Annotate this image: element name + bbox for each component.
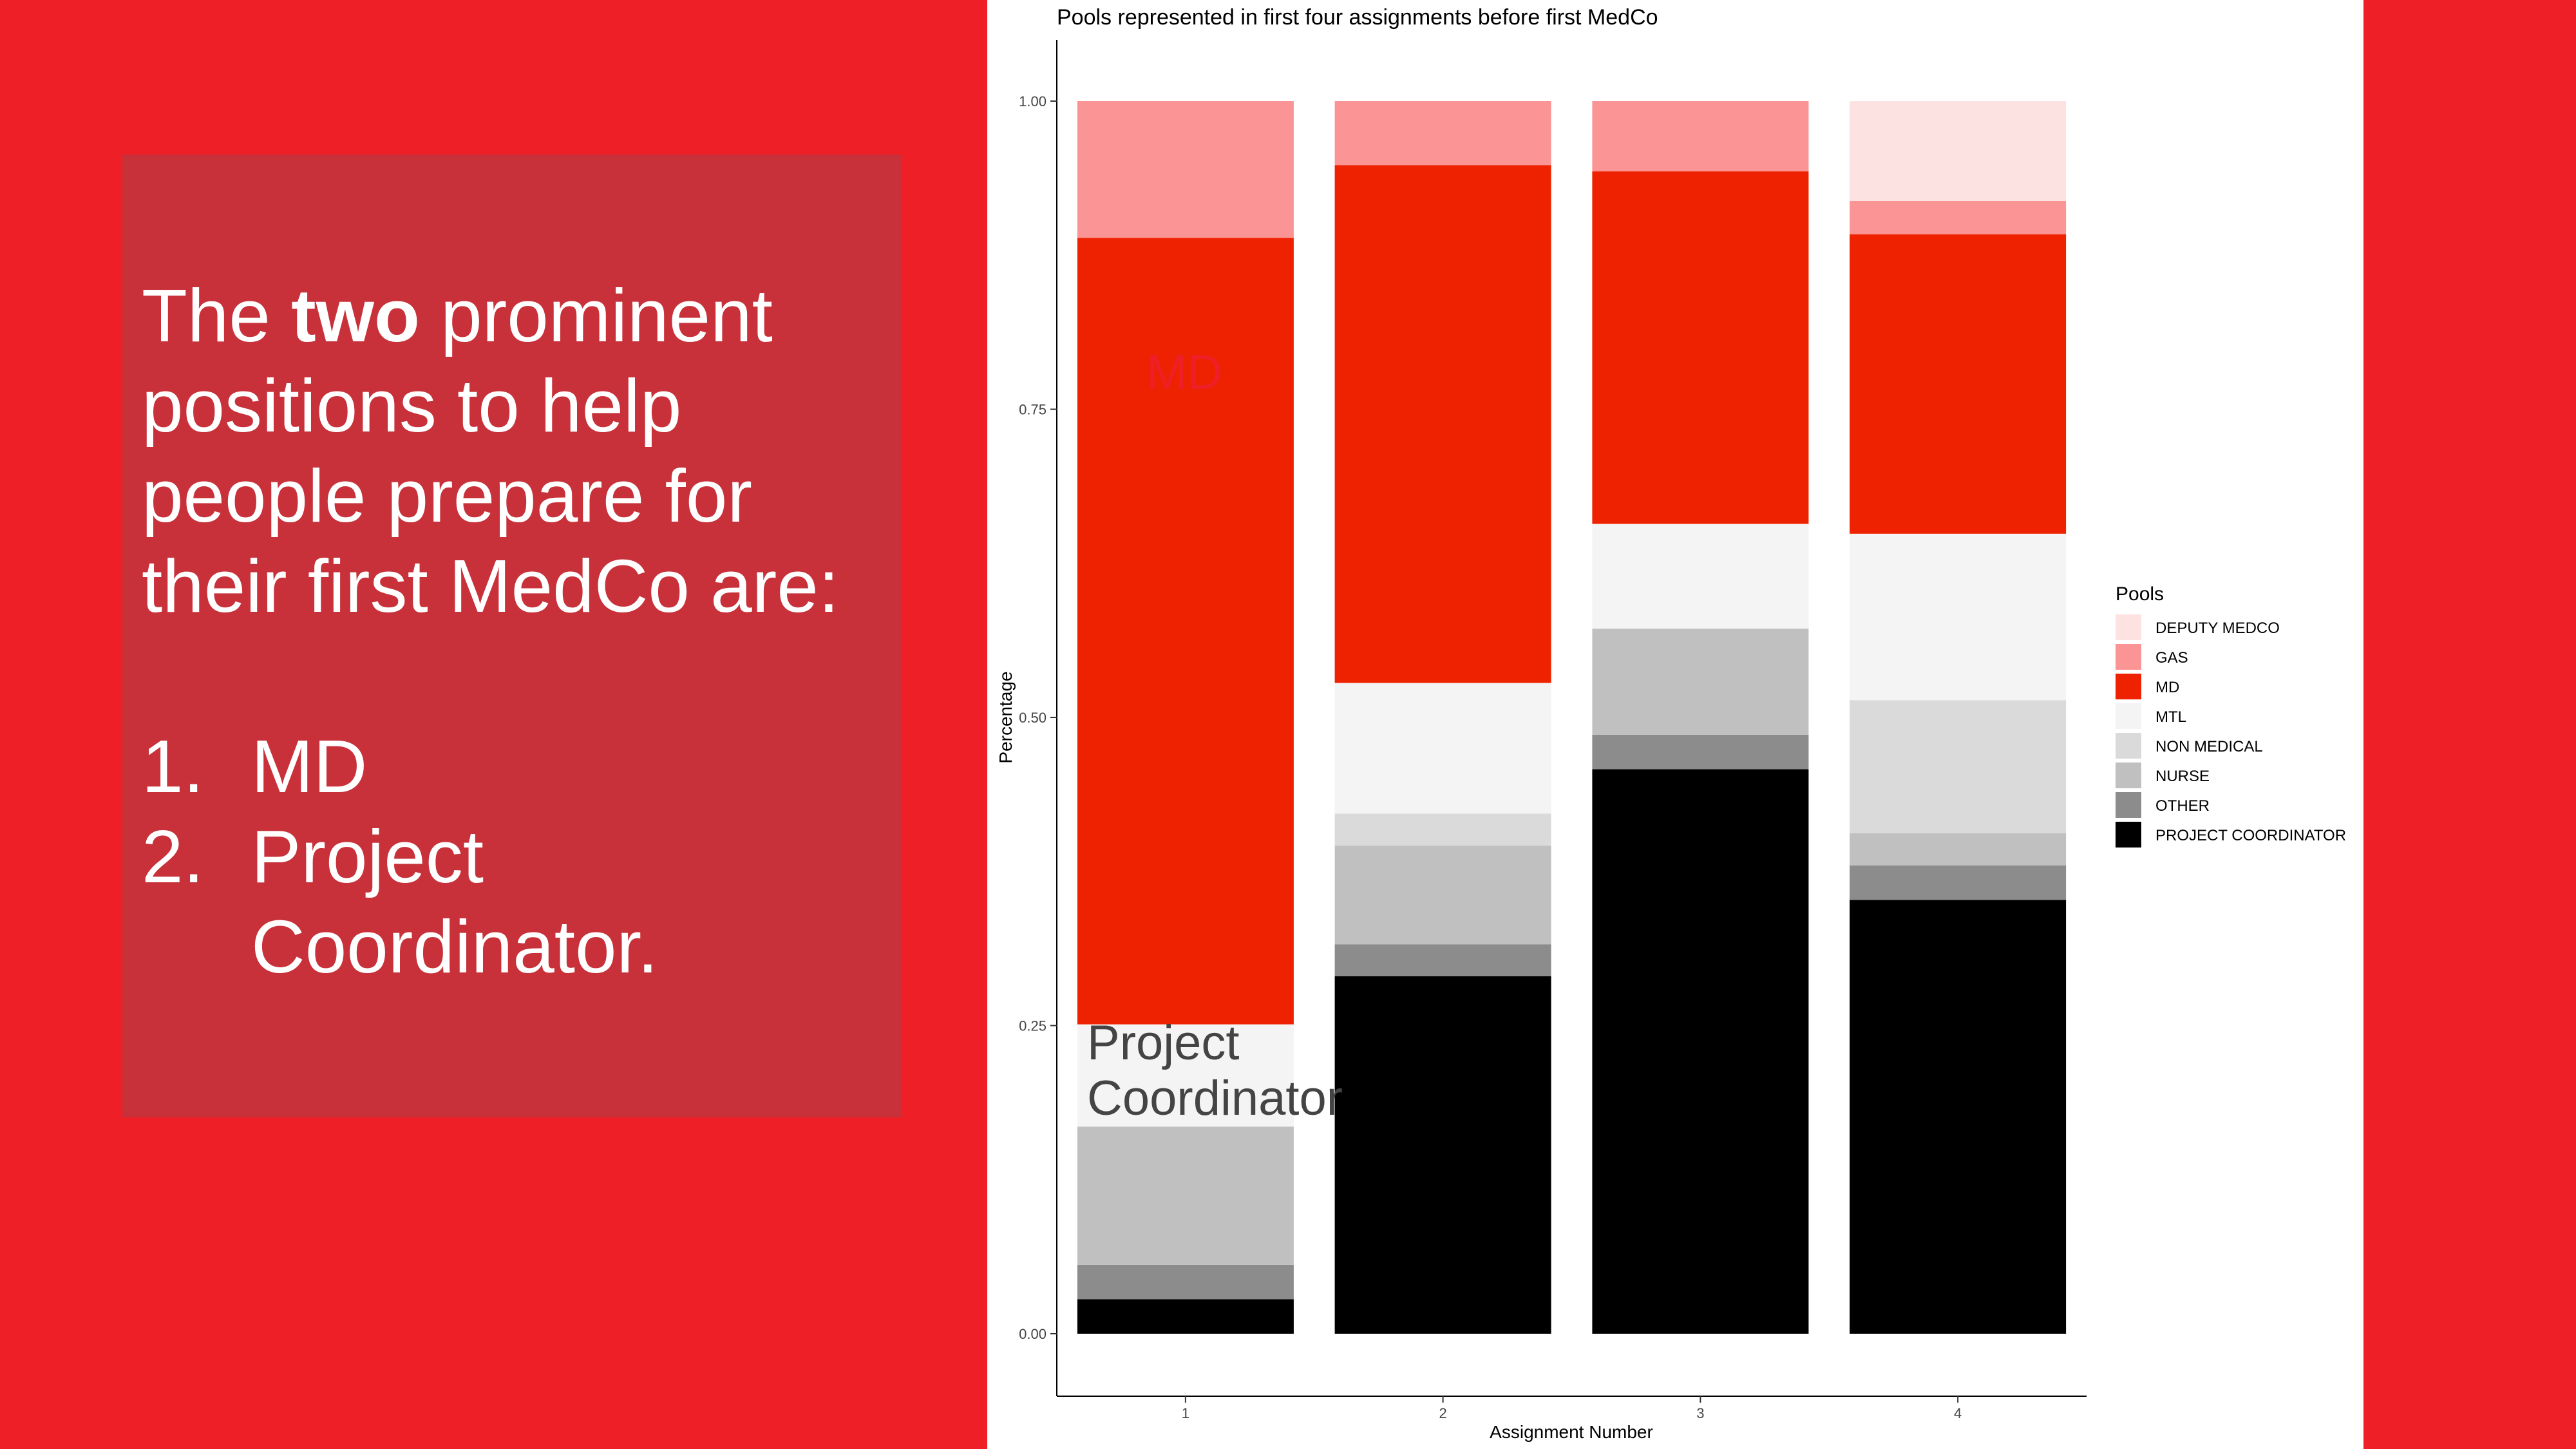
list-item: 1. MD — [142, 721, 895, 811]
legend-label: NURSE — [2155, 768, 2210, 785]
legend-swatch — [2116, 674, 2141, 699]
intro-post: prominent positions to help people prepa… — [142, 274, 840, 628]
list-item-label: Project Coordinator. — [251, 815, 658, 989]
bar-segment-gas — [1077, 101, 1294, 238]
list-item-label: MD — [251, 724, 368, 808]
bar-segment-gas — [1334, 101, 1551, 166]
bar-segment-other — [1334, 944, 1551, 976]
y-tick-label: 0.50 — [1019, 710, 1046, 726]
annotation-md: MD — [1146, 345, 1223, 400]
bar-segment-mtl — [1077, 1024, 1294, 1127]
y-tick-label: 1.00 — [1019, 93, 1046, 109]
bar-segment-other — [1850, 865, 2067, 900]
text-panel: The two prominent positions to help peop… — [122, 155, 902, 1117]
chart-panel: Pools represented in first four assignme… — [987, 0, 2363, 1449]
bar-segment-non-medical — [1334, 813, 1551, 846]
x-tick-label: 2 — [1439, 1405, 1447, 1421]
legend-label: OTHER — [2155, 797, 2210, 815]
bar-segment-md — [1592, 171, 1809, 524]
x-tick-label: 4 — [1954, 1405, 1962, 1421]
y-tick-label: 0.00 — [1019, 1326, 1046, 1342]
bar-segment-nurse — [1077, 1126, 1294, 1265]
y-axis-label: Percentage — [996, 671, 1016, 763]
legend-swatch — [2116, 644, 2141, 670]
y-tick-label: 0.75 — [1019, 402, 1046, 418]
chart-title: Pools represented in first four assignme… — [1057, 5, 1658, 30]
legend-label: MTL — [2155, 708, 2186, 726]
annotation-project-coordinator: Project Coordinator — [1087, 1016, 1343, 1126]
list-item: 2. Project Coordinator. — [142, 811, 895, 992]
bar-segment-md — [1850, 234, 2067, 534]
bar-segment-nurse — [1592, 629, 1809, 735]
list-item-number: 1. — [142, 724, 204, 808]
legend-label: MD — [2155, 679, 2179, 696]
list-item-number: 2. — [142, 815, 204, 898]
legend-label: GAS — [2155, 649, 2188, 667]
bar-segment-mtl — [1850, 533, 2067, 701]
bar-segment-project-coordinator — [1077, 1299, 1294, 1334]
intro-pre: The — [142, 274, 292, 357]
legend: Pools DEPUTY MEDCO GAS MD MTL NON MEDICAL NUR… — [2116, 583, 2346, 848]
legend-swatch — [2116, 703, 2141, 729]
bar-segment-project-coordinator — [1334, 976, 1551, 1334]
legend-swatch — [2116, 822, 2141, 848]
legend-swatch — [2116, 792, 2141, 818]
x-tick-label: 1 — [1182, 1405, 1189, 1421]
bar-segment-nurse — [1850, 833, 2067, 866]
legend-label: DEPUTY MEDCO — [2155, 620, 2280, 637]
annotation-pc-line2: Coordinator — [1087, 1071, 1343, 1126]
bar-segment-non-medical — [1850, 700, 2067, 833]
bar-segment-project-coordinator — [1850, 900, 2067, 1334]
bar-segment-other — [1592, 734, 1809, 770]
bar-segment-md — [1334, 165, 1551, 683]
intro-text: The two prominent positions to help peop… — [142, 270, 895, 631]
y-tick-label: 0.25 — [1019, 1018, 1046, 1034]
legend-label: NON MEDICAL — [2155, 738, 2263, 755]
bar-segment-gas — [1592, 101, 1809, 172]
x-tick-label: 3 — [1696, 1405, 1704, 1421]
stacked-bar-chart: Pools represented in first four assignme… — [996, 5, 2346, 1442]
bar-segment-mtl — [1592, 524, 1809, 629]
legend-swatch — [2116, 733, 2141, 759]
position-list: 1. MD 2. Project Coordinator. — [142, 721, 895, 992]
legend-title: Pools — [2116, 583, 2164, 605]
intro-bold: two — [291, 274, 420, 357]
legend-swatch — [2116, 614, 2141, 640]
annotation-pc-line1: Project — [1087, 1016, 1240, 1070]
axes-group: 0.00 0.25 0.50 0.75 1.00 1 2 3 4 — [1019, 40, 2087, 1421]
bar-segment-mtl — [1334, 683, 1551, 814]
bar-segment-md — [1077, 238, 1294, 1025]
bar-segment-other — [1077, 1264, 1294, 1300]
legend-swatch — [2116, 762, 2141, 788]
legend-label: PROJECT COORDINATOR — [2155, 827, 2346, 844]
x-axis-label: Assignment Number — [1490, 1422, 1653, 1442]
bar-segment-gas — [1850, 201, 2067, 234]
bar-segment-nurse — [1334, 846, 1551, 945]
bar-segment-deputy-medco — [1850, 101, 2067, 201]
bars-group — [1077, 101, 2067, 1334]
bar-segment-project-coordinator — [1592, 769, 1809, 1334]
